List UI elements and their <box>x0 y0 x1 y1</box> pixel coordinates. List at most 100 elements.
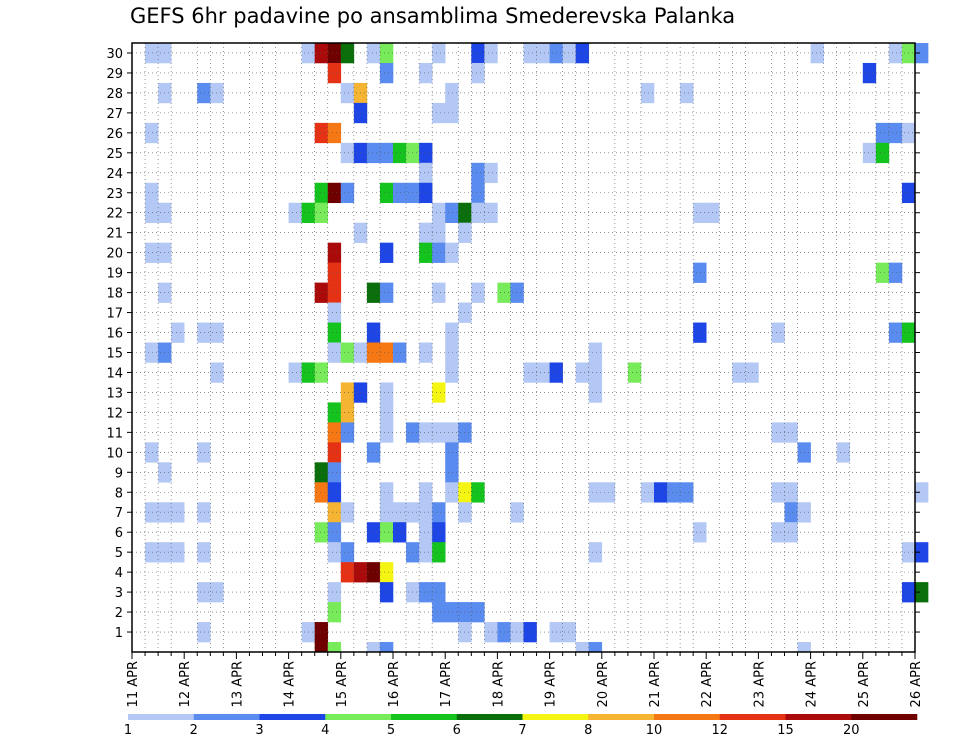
heatmap-cell <box>588 642 603 653</box>
heatmap-cell <box>327 502 342 523</box>
legend-swatch <box>259 714 326 720</box>
heatmap-cell <box>327 422 342 443</box>
heatmap-cell <box>471 202 485 224</box>
heatmap-cell <box>314 482 329 503</box>
x-tick-label: 25 APR <box>857 661 872 707</box>
heatmap-cell <box>314 43 329 64</box>
y-tick-label: 14 <box>106 366 123 381</box>
x-tick-label: 11 APR <box>126 661 141 707</box>
heatmap-cell <box>680 82 694 104</box>
heatmap-cell <box>562 622 576 643</box>
color-legend: 1 2 3 4 5 6 7 8 10 12 15 20 <box>124 714 918 738</box>
heatmap-cell <box>145 442 159 463</box>
heatmap-cell <box>379 182 394 204</box>
heatmap-cell <box>575 642 590 653</box>
y-tick-label: 18 <box>106 287 123 302</box>
heatmap-cell <box>340 562 355 583</box>
y-tick-label: 5 <box>115 546 123 561</box>
heatmap-cell <box>393 182 407 204</box>
y-tick-label: 15 <box>106 346 123 361</box>
heatmap-cell <box>836 442 851 463</box>
heatmap-cell <box>197 622 211 643</box>
heatmap-cell <box>379 242 394 263</box>
heatmap-cell <box>171 322 185 343</box>
heatmap-cell <box>523 43 537 64</box>
heatmap-cell <box>510 502 524 523</box>
heatmap-cell <box>771 422 785 443</box>
heatmap-cell <box>419 222 433 243</box>
heatmap-cell <box>145 342 159 363</box>
heatmap-cell <box>340 542 355 563</box>
x-tick-label: 13 APR <box>230 661 245 707</box>
y-tick-label: 19 <box>106 267 123 282</box>
heatmap-cell <box>314 522 329 543</box>
heatmap-cell <box>888 43 903 64</box>
x-tick-label: 21 APR <box>648 661 663 707</box>
heatmap-cell <box>588 362 603 383</box>
heatmap-cell <box>419 162 433 184</box>
heatmap-cell <box>445 442 459 463</box>
heatmap-cell <box>771 322 785 343</box>
heatmap-cell <box>419 182 433 204</box>
heatmap-cell <box>340 382 355 403</box>
heatmap-cell <box>432 242 446 263</box>
heatmap-cell <box>510 282 524 303</box>
y-tick-label: 20 <box>106 247 123 262</box>
heatmap-cell <box>327 582 342 603</box>
heatmap-cell <box>419 502 433 523</box>
y-tick-label: 3 <box>115 586 123 601</box>
heatmap-cell <box>771 482 785 503</box>
y-tick-label: 1 <box>115 626 123 641</box>
heatmap-cell <box>145 502 159 523</box>
heatmap-cell <box>171 542 185 563</box>
x-tick-label: 26 APR <box>909 661 924 707</box>
heatmap-cell <box>445 482 459 503</box>
heatmap-cell <box>784 422 798 443</box>
legend-label: 8 <box>584 723 592 738</box>
heatmap-cell <box>327 322 342 343</box>
legend-label: 20 <box>843 723 860 738</box>
heatmap-cell <box>366 142 381 164</box>
heatmap-cell <box>340 402 355 423</box>
heatmap-cell <box>379 402 394 423</box>
heatmap-cell <box>327 542 342 563</box>
heatmap-cell <box>314 122 329 144</box>
heatmap-cell <box>419 582 433 603</box>
y-tick-label: 21 <box>106 227 123 242</box>
heatmap-cell <box>419 422 433 443</box>
heatmap-cell <box>379 582 394 603</box>
heatmap-cell <box>379 142 394 164</box>
heatmap-cell <box>445 202 459 224</box>
heatmap-cell <box>327 262 342 283</box>
legend-label: 12 <box>711 723 728 738</box>
heatmap-cell <box>445 82 459 104</box>
heatmap-cell <box>732 362 746 383</box>
heatmap-cell <box>432 422 446 443</box>
legend-label: 1 <box>124 723 132 738</box>
heatmap-cell <box>627 362 642 383</box>
heatmap-cell <box>484 202 498 224</box>
legend-swatch <box>588 714 655 720</box>
heatmap-cell <box>327 522 342 543</box>
x-tick-label: 17 APR <box>439 661 454 707</box>
y-tick-label: 11 <box>106 426 123 441</box>
heatmap-cell <box>379 382 394 403</box>
heatmap-cell <box>327 182 342 204</box>
heatmap-cell <box>327 242 342 263</box>
heatmap-cell <box>432 43 446 64</box>
heatmap-cell <box>197 582 211 603</box>
legend-swatch <box>128 714 195 720</box>
heatmap-cell <box>419 62 433 84</box>
heatmap-cell <box>197 322 211 343</box>
heatmap-cell <box>197 442 211 463</box>
heatmap-cell <box>693 322 707 343</box>
heatmap-cell <box>366 562 381 583</box>
x-tick-label: 19 APR <box>544 661 559 707</box>
heatmap-cell <box>693 202 707 224</box>
heatmap-cell <box>379 43 394 64</box>
heatmap-cell <box>145 202 159 224</box>
heatmap-cell <box>145 43 159 64</box>
heatmap-cell <box>445 342 459 363</box>
heatmap-cell <box>393 502 407 523</box>
heatmap-cell <box>875 122 890 144</box>
